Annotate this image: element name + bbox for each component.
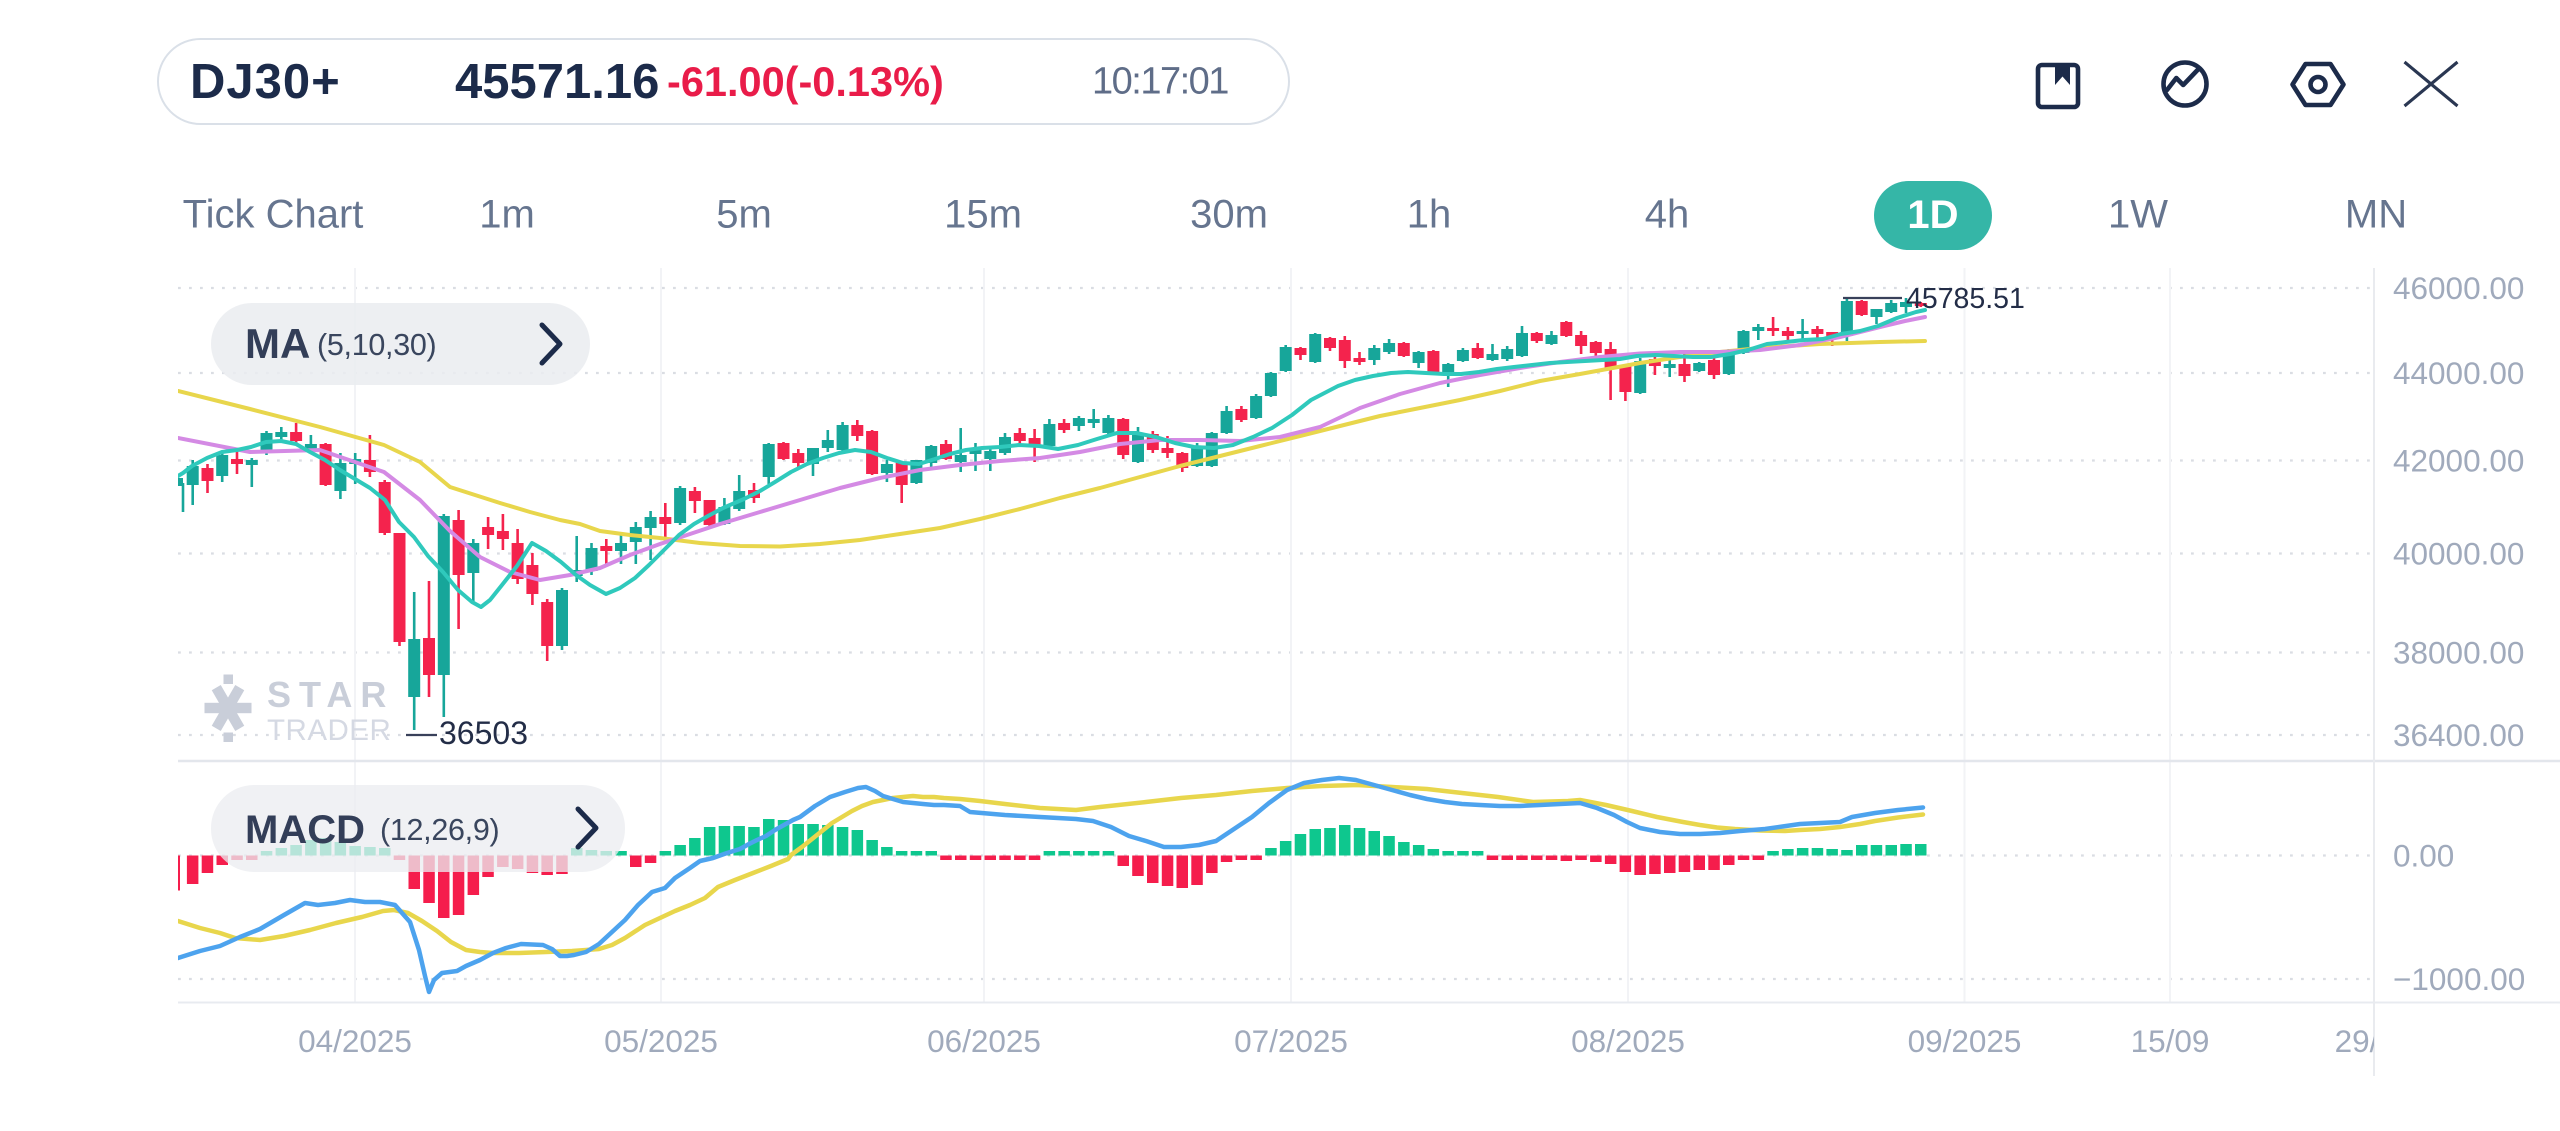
svg-text:(5,10,30): (5,10,30) — [317, 328, 436, 362]
svg-text:38000.00: 38000.00 — [2393, 635, 2524, 671]
svg-text:(12,26,9): (12,26,9) — [380, 813, 499, 847]
svg-text:08/2025: 08/2025 — [1571, 1023, 1685, 1059]
svg-text:15/09: 15/09 — [2131, 1023, 2210, 1059]
svg-text:07/2025: 07/2025 — [1234, 1023, 1348, 1059]
svg-text:45785.51: 45785.51 — [1906, 283, 2025, 315]
svg-text:0.00: 0.00 — [2393, 838, 2454, 874]
svg-text:36400.00: 36400.00 — [2393, 717, 2524, 753]
svg-text:42000.00: 42000.00 — [2393, 443, 2524, 479]
svg-text:29/09: 29/09 — [2335, 1023, 2414, 1059]
svg-text:−1000.00: −1000.00 — [2393, 961, 2525, 997]
svg-text:MACD: MACD — [245, 808, 365, 852]
svg-text:TRADER: TRADER — [267, 714, 391, 747]
svg-text:46000.00: 46000.00 — [2393, 270, 2524, 306]
svg-text:40000.00: 40000.00 — [2393, 536, 2524, 572]
svg-text:09/2025: 09/2025 — [1908, 1023, 2022, 1059]
svg-text:STAR: STAR — [267, 674, 394, 715]
svg-text:MA: MA — [245, 320, 310, 367]
svg-text:36503: 36503 — [439, 715, 528, 751]
svg-text:04/2025: 04/2025 — [298, 1023, 412, 1059]
svg-text:05/2025: 05/2025 — [604, 1023, 718, 1059]
svg-text:44000.00: 44000.00 — [2393, 355, 2524, 391]
svg-text:06/2025: 06/2025 — [927, 1023, 1041, 1059]
